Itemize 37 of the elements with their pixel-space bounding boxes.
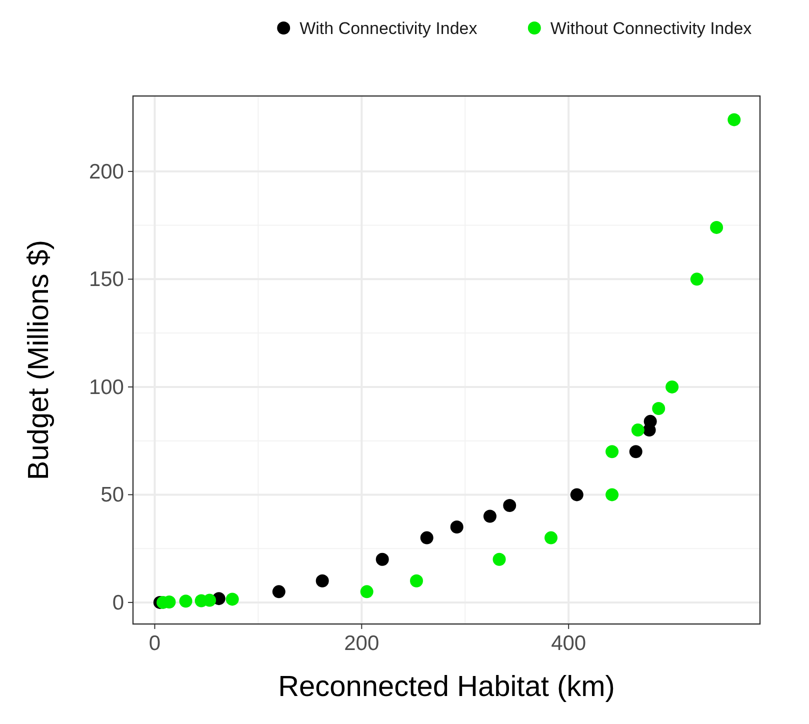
legend-label: Without Connectivity Index [550,19,752,38]
point [644,414,657,428]
y-tick-label: 200 [88,160,124,184]
point [360,585,374,598]
point [652,402,666,415]
x-tick-label: 400 [551,632,586,655]
point [179,594,192,608]
point [570,488,584,502]
point [483,510,496,523]
point [492,552,506,566]
point [410,574,423,588]
point [316,574,329,588]
point [606,445,619,458]
point [272,585,286,598]
point [226,592,239,606]
point [631,424,644,437]
point [666,380,679,394]
point [503,498,516,512]
x-tick-label: 0 [148,632,161,655]
y-tick-label: 50 [100,484,124,507]
point [629,445,642,458]
point [606,488,619,502]
x-tick-label: 200 [344,632,380,655]
point [710,220,724,234]
point [690,272,704,286]
y-tick-label: 100 [88,376,124,399]
point [376,552,389,566]
y-tick-label: 0 [112,591,124,614]
point [728,113,741,126]
legend-label: With Connectivity Index [300,19,478,38]
y-tick-label: 150 [88,268,124,292]
point [450,520,464,534]
x-axis-title: Reconnected Habitat (km) [278,671,615,703]
point [420,531,434,544]
point [203,594,216,607]
point [544,531,558,544]
y-axis-title: Budget (Millions $) [23,240,55,480]
